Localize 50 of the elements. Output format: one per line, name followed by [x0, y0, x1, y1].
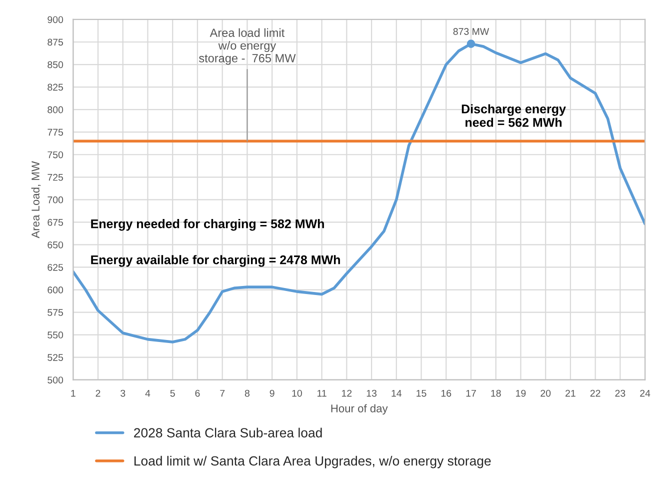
x-tick-label: 8	[244, 390, 250, 397]
y-tick-label: 550	[48, 332, 64, 338]
legend-label: Load limit w/ Santa Clara Area Upgrades, w/o energy storage	[134, 456, 491, 468]
x-axis-title: Hour of day	[331, 404, 388, 415]
y-axis-title: Area Load, MW	[31, 161, 41, 238]
y-tick-label: 850	[48, 61, 64, 68]
y-tick-label: 900	[48, 16, 64, 24]
y-tick-label: 825	[48, 84, 64, 91]
legend-label: 2028 Santa Clara Sub-area load	[134, 428, 322, 438]
y-tick-label: 575	[48, 309, 64, 316]
annotation: Area load limit w/o energy storage - 765 MW	[198, 28, 296, 65]
y-tick-label: 725	[48, 174, 64, 181]
y-tick-label: 775	[48, 128, 64, 136]
x-tick-label: 13	[366, 390, 377, 397]
annotation: 873 MW	[453, 28, 490, 35]
x-tick-label: 14	[392, 390, 402, 397]
x-tick-label: 7	[220, 390, 225, 397]
x-tick-label: 23	[615, 390, 626, 397]
y-tick-label: 750	[48, 151, 64, 158]
x-tick-label: 24	[640, 390, 650, 397]
x-tick-label: 11	[317, 390, 326, 397]
x-tick-label: 3	[120, 390, 126, 397]
x-tick-label: 9	[270, 390, 274, 397]
x-tick-label: 10	[292, 390, 302, 397]
x-tick-label: 18	[491, 390, 501, 397]
x-tick-label: 22	[590, 390, 600, 397]
y-tick-label: 675	[48, 218, 64, 226]
y-tick-label: 625	[48, 264, 64, 271]
y-tick-label: 600	[48, 286, 64, 294]
x-tick-label: 4	[145, 390, 150, 397]
x-tick-label: 1	[71, 390, 76, 397]
x-tick-label: 16	[441, 390, 452, 397]
x-tick-label: 19	[516, 390, 526, 397]
x-tick-label: 12	[342, 390, 352, 397]
y-tick-label: 800	[48, 106, 64, 114]
x-tick-label: 15	[416, 390, 426, 397]
x-tick-label: 5	[170, 390, 175, 397]
annotation: Discharge energy need = 562 MWh	[462, 104, 566, 127]
y-tick-label: 650	[48, 241, 64, 248]
annotation: Energy available for charging = 2478 MWh	[91, 255, 340, 267]
y-tick-label: 500	[48, 376, 64, 384]
y-tick-label: 700	[48, 196, 64, 204]
x-tick-label: 17	[466, 390, 476, 397]
x-tick-label: 20	[540, 390, 551, 397]
annotation: Energy needed for charging = 582 MWh	[91, 219, 324, 231]
y-tick-label: 875	[48, 38, 64, 46]
y-tick-label: 525	[48, 354, 64, 361]
x-tick-label: 2	[96, 390, 100, 397]
x-tick-label: 21	[566, 390, 576, 397]
x-tick-label: 6	[195, 390, 200, 397]
